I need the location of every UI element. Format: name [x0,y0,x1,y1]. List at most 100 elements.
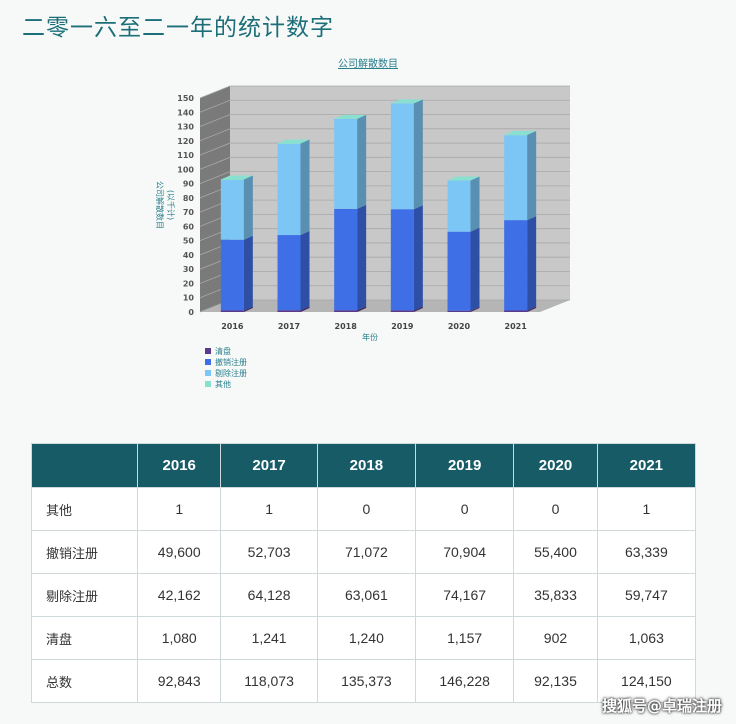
bar-segment-side [243,235,253,311]
bar-segment-side [300,139,310,144]
bar-top [220,175,253,180]
table-row: 剔除注册 42,162 64,128 63,061 74,167 35,833 … [31,573,697,617]
bar-segment-side [357,306,367,312]
legend-swatch [205,359,211,365]
y-tick-label: 70 [183,208,195,217]
bar-segment [220,179,244,240]
y-tick-label: 130 [177,123,194,132]
table-cell: 63,339 [596,530,697,574]
table-cell: 135,373 [316,659,417,703]
bar-segment [390,310,414,312]
legend-swatch [205,381,211,387]
table-row: 清盘 1,080 1,241 1,240 1,157 902 1,063 [31,616,697,660]
bar-segment [334,208,358,311]
bar-segment-side [527,130,537,221]
table-header-year: 2018 [316,443,417,488]
bar-segment [220,239,244,311]
bar-segment-side [470,227,480,311]
bar-segment-side [527,306,537,312]
table-cell: 59,747 [596,573,697,617]
chart-area: 公司解散数目 0 10 20 30 40 50 60 70 80 90 100 110 120 130 140… [0,40,736,420]
bar-segment-side [527,216,537,311]
table-row-label: 清盘 [31,616,138,660]
gridline [199,156,570,170]
legend-label: 剔除注册 [215,368,247,378]
y-tick-label: 140 [177,108,194,117]
bar-top [390,99,423,104]
legend-label: 清盘 [215,346,231,356]
table-row-label: 撤销注册 [31,530,138,574]
table-cell: 902 [513,616,598,660]
y-tick-label: 60 [183,222,195,231]
x-tick-label: 2016 [221,322,244,331]
bar-segment-side [243,175,253,180]
table-cell: 1,063 [596,616,697,660]
bar-segment-side [243,306,253,312]
y-tick-label: 100 [177,165,194,174]
table-cell: 0 [513,487,598,531]
stacked-bar-chart: 公司解散数目 0 10 20 30 40 50 60 70 80 90 100 110 120 130 140… [155,57,570,389]
table-cell: 64,128 [220,573,318,617]
bar-segment [390,209,414,311]
x-axis-label: 年份 [362,332,378,342]
y-axis-unit: (以千计) [166,190,176,220]
table-cell: 1 [596,487,697,531]
table-cell: 118,073 [220,659,318,703]
table-cell: 70,904 [414,530,515,574]
table-row-label: 总数 [31,659,138,703]
table-header-row: 2016 2017 2018 2019 2020 2021 [31,443,697,488]
y-tick-label: 10 [183,294,195,303]
table-header-year: 2017 [220,443,318,488]
table-cell: 92,135 [513,659,598,703]
bar-segment-side [470,306,480,312]
bar-segment [504,134,528,221]
chart-title: 公司解散数目 [338,57,398,70]
table-cell: 71,072 [316,530,417,574]
bar-segment-side [413,205,423,311]
y-tick-label: 20 [183,279,195,288]
bar-segment [277,235,301,311]
bar-segment-side [527,130,537,135]
table-cell: 146,228 [414,659,515,703]
x-tick-label: 2021 [505,322,528,331]
bar-segment-side [357,204,367,311]
y-tick-label: 0 [188,308,194,317]
y-tick-label: 30 [183,265,195,274]
table-header-year: 2021 [596,443,697,488]
table-cell: 1 [136,487,222,531]
bar-segment [277,310,301,312]
table-cell: 1,240 [316,616,417,660]
x-tick-label: 2020 [448,322,471,331]
table-row-label: 剔除注册 [31,573,138,617]
table-row: 撤销注册 49,600 52,703 71,072 70,904 55,400 … [31,530,697,574]
y-tick-label: 150 [177,94,194,103]
table-cell: 35,833 [513,573,598,617]
table-row: 其他 1 1 0 0 0 1 [31,487,697,531]
bar-segment [504,310,528,312]
y-tick-label: 120 [177,137,194,146]
bar-top [334,114,367,119]
y-axis-label: 公司解散数目 [155,181,165,229]
x-tick-label: 2018 [335,322,358,331]
table-cell: 0 [316,487,417,531]
table-cell: 1,157 [414,616,515,660]
bar-segment [220,310,244,312]
gridline [199,171,570,184]
table-cell: 0 [414,487,515,531]
bar-segment-side [243,175,253,240]
table-cell: 1,241 [220,616,318,660]
gridline [199,99,570,113]
page-title: 二零一六至二一年的统计数字 [22,15,334,41]
gridline [199,142,570,156]
legend-swatch [205,348,211,354]
table-header-corner [31,443,138,488]
bar-segment-side [470,176,480,232]
bar-segment-side [357,114,367,209]
table-cell: 74,167 [414,573,515,617]
table-cell: 52,703 [220,530,318,574]
bar-top [504,130,537,135]
y-tick-label: 80 [183,194,195,203]
table-cell: 1 [220,487,318,531]
y-tick-label: 50 [183,237,195,246]
bar-segment [447,310,471,312]
